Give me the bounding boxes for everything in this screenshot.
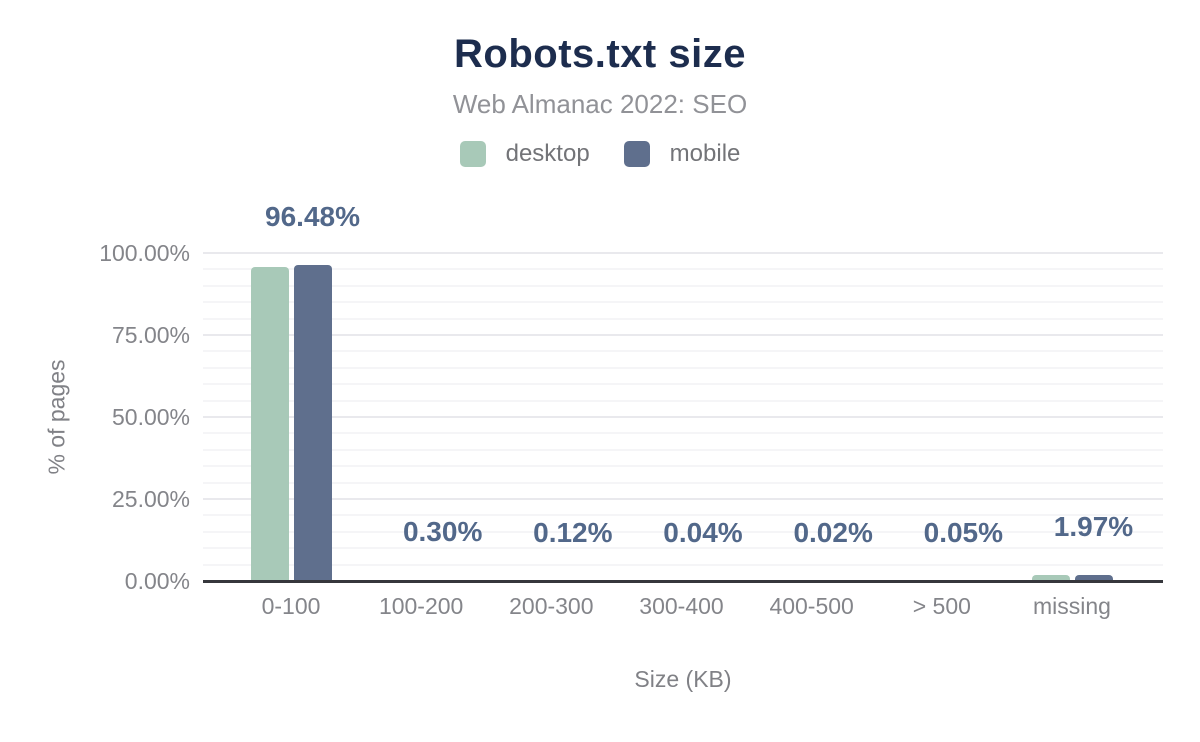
gridline-35pct xyxy=(203,465,1163,468)
y-tick-label-3: 75.00% xyxy=(111,322,190,348)
gridline-15pct xyxy=(203,530,1163,533)
gridline-95pct xyxy=(203,268,1163,271)
gridline-60pct xyxy=(203,383,1163,386)
gridline-100pct xyxy=(203,252,1163,254)
gridline-10pct xyxy=(203,547,1163,550)
gridline-5pct xyxy=(203,563,1163,566)
gridline-40pct xyxy=(203,448,1163,451)
data-label-400-500: 0.02% xyxy=(793,516,873,548)
data-label-500: 0.05% xyxy=(923,516,1004,548)
x-tick-label-0-100: 0-100 xyxy=(261,593,321,619)
x-axis-line xyxy=(203,580,1163,583)
gridline-25pct xyxy=(203,498,1163,500)
x-tick-label-missing: missing xyxy=(1033,593,1111,619)
data-label-missing: 1.97% xyxy=(1053,510,1134,542)
data-label-0-100: 96.48% xyxy=(265,200,360,232)
bar-mobile-missing[interactable] xyxy=(1074,574,1113,581)
data-label-300-400: 0.04% xyxy=(663,516,743,548)
bar-desktop-missing[interactable] xyxy=(1031,575,1070,581)
legend-item-mobile: mobile xyxy=(623,140,741,168)
gridline-45pct xyxy=(203,432,1163,435)
legend: desktop mobile xyxy=(0,140,1200,168)
gridline-55pct xyxy=(203,399,1163,402)
legend-label-mobile: mobile xyxy=(669,140,741,167)
y-axis-title: % of pages xyxy=(43,359,70,475)
gridline-70pct xyxy=(203,350,1163,353)
desktop-legend-swatch-icon xyxy=(459,141,486,167)
legend-label-desktop: desktop xyxy=(505,140,590,167)
y-tick-label-2: 50.00% xyxy=(111,404,190,430)
x-tick-label-200-300: 200-300 xyxy=(509,593,594,619)
x-tick-label-400-500: 400-500 xyxy=(769,593,854,619)
bar-mobile-0-100[interactable] xyxy=(293,264,332,581)
bar-desktop-0-100[interactable] xyxy=(250,267,289,581)
gridline-20pct xyxy=(203,514,1163,517)
y-tick-label-0: 0.00% xyxy=(124,568,190,594)
y-tick-label-4: 100.00% xyxy=(99,240,190,266)
x-tick-label-100-200: 100-200 xyxy=(378,593,464,619)
gridline-50pct xyxy=(203,416,1163,418)
data-label-100-200: 0.30% xyxy=(402,516,483,548)
gridline-90pct xyxy=(203,284,1163,287)
x-tick-label-300-400: 300-400 xyxy=(639,593,724,619)
x-axis-title: Size (KB) xyxy=(634,666,732,692)
y-tick-label-1: 25.00% xyxy=(111,486,190,512)
chart-subtitle: Web Almanac 2022: SEO xyxy=(452,89,748,119)
legend-item-desktop: desktop xyxy=(459,140,590,168)
mobile-legend-swatch-icon xyxy=(623,141,650,167)
x-tick-label-500: > 500 xyxy=(912,593,971,619)
gridline-85pct xyxy=(203,301,1163,304)
gridline-80pct xyxy=(203,317,1163,320)
chart-title: Robots.txt size xyxy=(454,32,746,76)
gridline-30pct xyxy=(203,481,1163,484)
data-label-200-300: 0.12% xyxy=(533,516,613,548)
gridline-75pct xyxy=(203,334,1163,336)
gridline-65pct xyxy=(203,366,1163,369)
